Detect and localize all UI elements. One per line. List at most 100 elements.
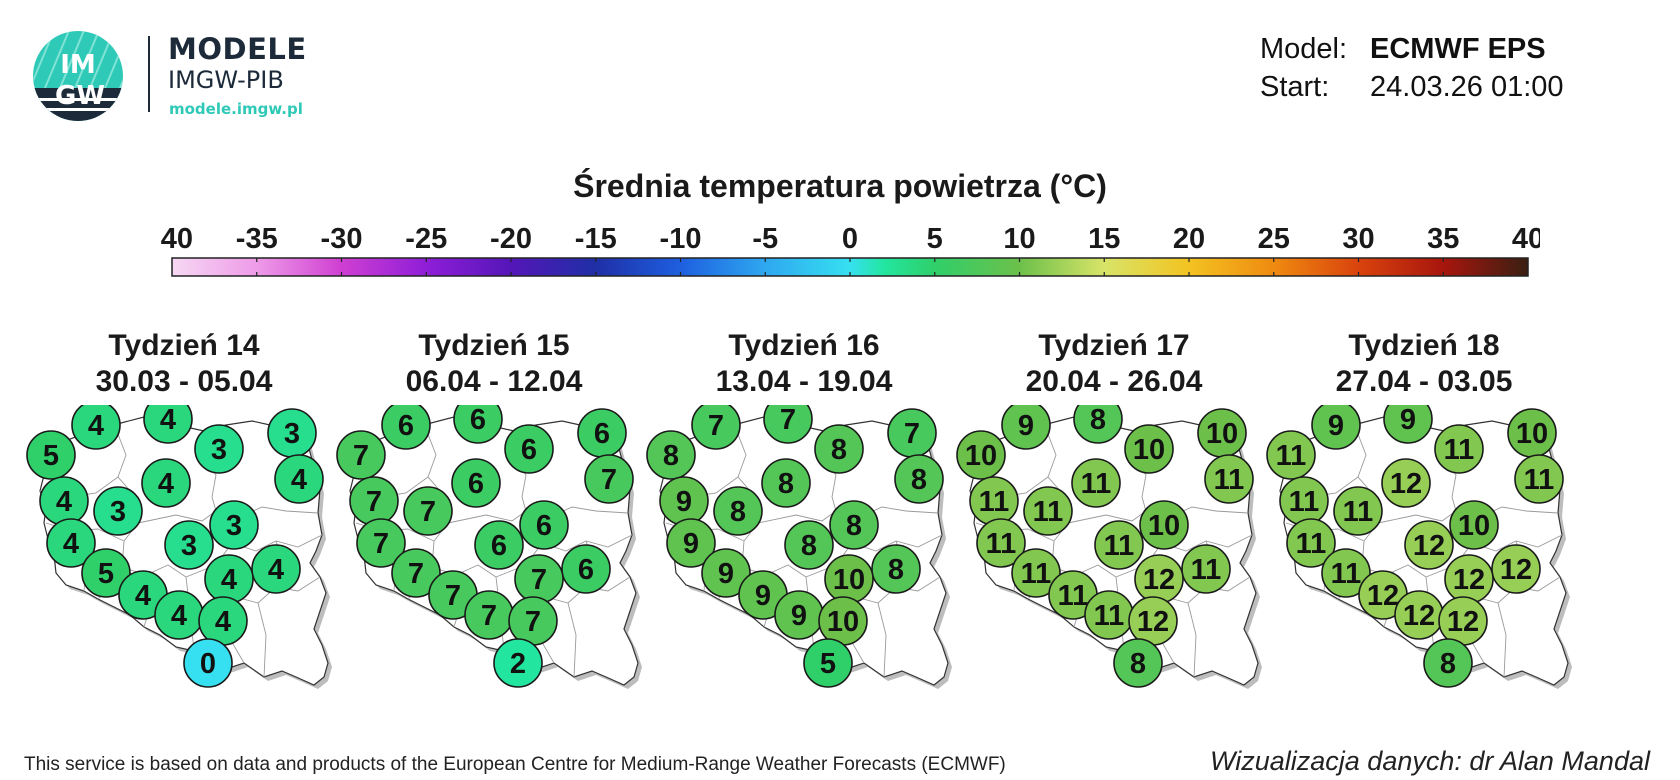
- temperature-value: 2: [510, 648, 526, 680]
- voivodeship-border: [877, 602, 887, 678]
- temperature-circle: [1011, 548, 1061, 598]
- temperature-value: 8: [846, 510, 862, 542]
- temperature-value: 8: [1440, 648, 1456, 680]
- temperature-marker: 8: [894, 454, 944, 504]
- logo-url-link[interactable]: modele.imgw.pl: [169, 100, 303, 118]
- temperature-circle: [1001, 405, 1051, 450]
- temperature-marker: 11: [1094, 520, 1144, 570]
- temperature-value: 12: [1447, 606, 1479, 638]
- temperature-value: 10: [1516, 418, 1548, 450]
- temperature-marker: 11: [1023, 486, 1073, 536]
- temperature-value: 12: [1413, 530, 1445, 562]
- temperature-value: 7: [780, 405, 796, 436]
- model-value: ECMWF EPS: [1370, 33, 1546, 65]
- temperature-marker: 8: [784, 520, 834, 570]
- temperature-value: 7: [353, 440, 369, 472]
- temperature-marker: 7: [349, 476, 399, 526]
- colorbar-tick-label: 10: [1003, 223, 1035, 255]
- temperature-marker: 11: [1071, 458, 1121, 508]
- temperature-value: 5: [820, 648, 836, 680]
- temperature-marker: 9: [1383, 405, 1433, 444]
- temperature-marker: 11: [1084, 590, 1134, 640]
- temperature-circle: [1073, 405, 1123, 444]
- week-title: Tydzień 17: [1038, 329, 1190, 362]
- temperature-value: 9: [1018, 410, 1034, 442]
- week-header: Tydzień 17 20.04 - 26.04: [964, 328, 1264, 400]
- temperature-marker: 12: [1128, 596, 1178, 646]
- temperature-marker: 11: [1321, 548, 1371, 598]
- temperature-marker: 7: [464, 590, 514, 640]
- temperature-marker: 11: [976, 518, 1026, 568]
- temperature-marker: 12: [1381, 458, 1431, 508]
- temperature-value: 11: [1289, 486, 1320, 518]
- temperature-marker: 4: [198, 596, 248, 646]
- temperature-value: 12: [1137, 606, 1169, 638]
- temperature-value: 7: [708, 410, 724, 442]
- temperature-circle: [93, 486, 143, 536]
- temperature-marker: 5: [803, 638, 853, 688]
- temperature-marker: 11: [1181, 544, 1231, 594]
- temperature-circle: [453, 405, 503, 444]
- colorbar-tick-label: -5: [752, 223, 778, 255]
- temperature-marker: 4: [204, 554, 254, 604]
- temperature-value: 12: [1367, 580, 1399, 612]
- temperature-value: 3: [226, 510, 242, 542]
- temperature-circle: [1094, 520, 1144, 570]
- temperature-marker: 11: [1514, 454, 1564, 504]
- temperature-circle: [1124, 424, 1174, 474]
- temperature-circle: [1286, 518, 1336, 568]
- temperature-value: 9: [755, 580, 771, 612]
- colorbar-tick-label: -35: [236, 223, 278, 255]
- temperature-circle: [164, 520, 214, 570]
- temperature-circle: [403, 486, 453, 536]
- temperature-marker: 11: [1333, 486, 1383, 536]
- temperature-marker: 6: [519, 500, 569, 550]
- temperature-marker: 3: [267, 408, 317, 458]
- ecmwf-attribution: This service is based on data and produc…: [24, 754, 1006, 775]
- temperature-marker: 7: [403, 486, 453, 536]
- temperature-value: 4: [88, 410, 104, 442]
- temperature-value: 11: [1331, 558, 1362, 590]
- temperature-marker: 11: [1286, 518, 1336, 568]
- temperature-value: 7: [445, 580, 461, 612]
- temperature-value: 4: [291, 464, 307, 496]
- temperature-value: 11: [1444, 434, 1475, 466]
- temperature-marker: 4: [143, 405, 193, 444]
- temperature-circle: [1381, 458, 1431, 508]
- colorbar-tick-label: 0: [842, 223, 858, 255]
- temperature-marker: 11: [1279, 476, 1329, 526]
- temperature-circle: [871, 544, 921, 594]
- colorbar-tick-label: -20: [490, 223, 532, 255]
- temperature-value: 10: [1458, 510, 1490, 542]
- start-value: 24.03.26 01:00: [1370, 71, 1564, 103]
- logo-divider: [148, 36, 150, 112]
- temperature-circle: [763, 405, 813, 444]
- temperature-value: 6: [491, 530, 507, 562]
- temperature-marker: 8: [1113, 638, 1163, 688]
- temperature-marker: 10: [956, 430, 1006, 480]
- temperature-circle: [274, 454, 324, 504]
- temperature-value: 7: [408, 558, 424, 590]
- temperature-value: 8: [663, 440, 679, 472]
- temperature-circle: [1333, 486, 1383, 536]
- temperature-value: 6: [398, 410, 414, 442]
- temperature-circle: [81, 548, 131, 598]
- temperature-value: 8: [831, 434, 847, 466]
- temperature-marker: 11: [969, 476, 1019, 526]
- temperature-marker: 8: [646, 430, 696, 480]
- temperature-value: 9: [791, 600, 807, 632]
- temperature-value: 7: [420, 496, 436, 528]
- colorbar-tick-label: 15: [1088, 223, 1120, 255]
- temperature-value: 4: [215, 606, 231, 638]
- colorbar-tick-label: 20: [1173, 223, 1205, 255]
- voivodeship-border: [1497, 602, 1507, 678]
- temperature-circle: [803, 638, 853, 688]
- temperature-circle: [584, 454, 634, 504]
- week-title: Tydzień 16: [728, 329, 880, 362]
- temperature-value: 11: [1094, 600, 1125, 632]
- temperature-circle: [1514, 454, 1564, 504]
- temperature-circle: [956, 430, 1006, 480]
- temperature-circle: [194, 424, 244, 474]
